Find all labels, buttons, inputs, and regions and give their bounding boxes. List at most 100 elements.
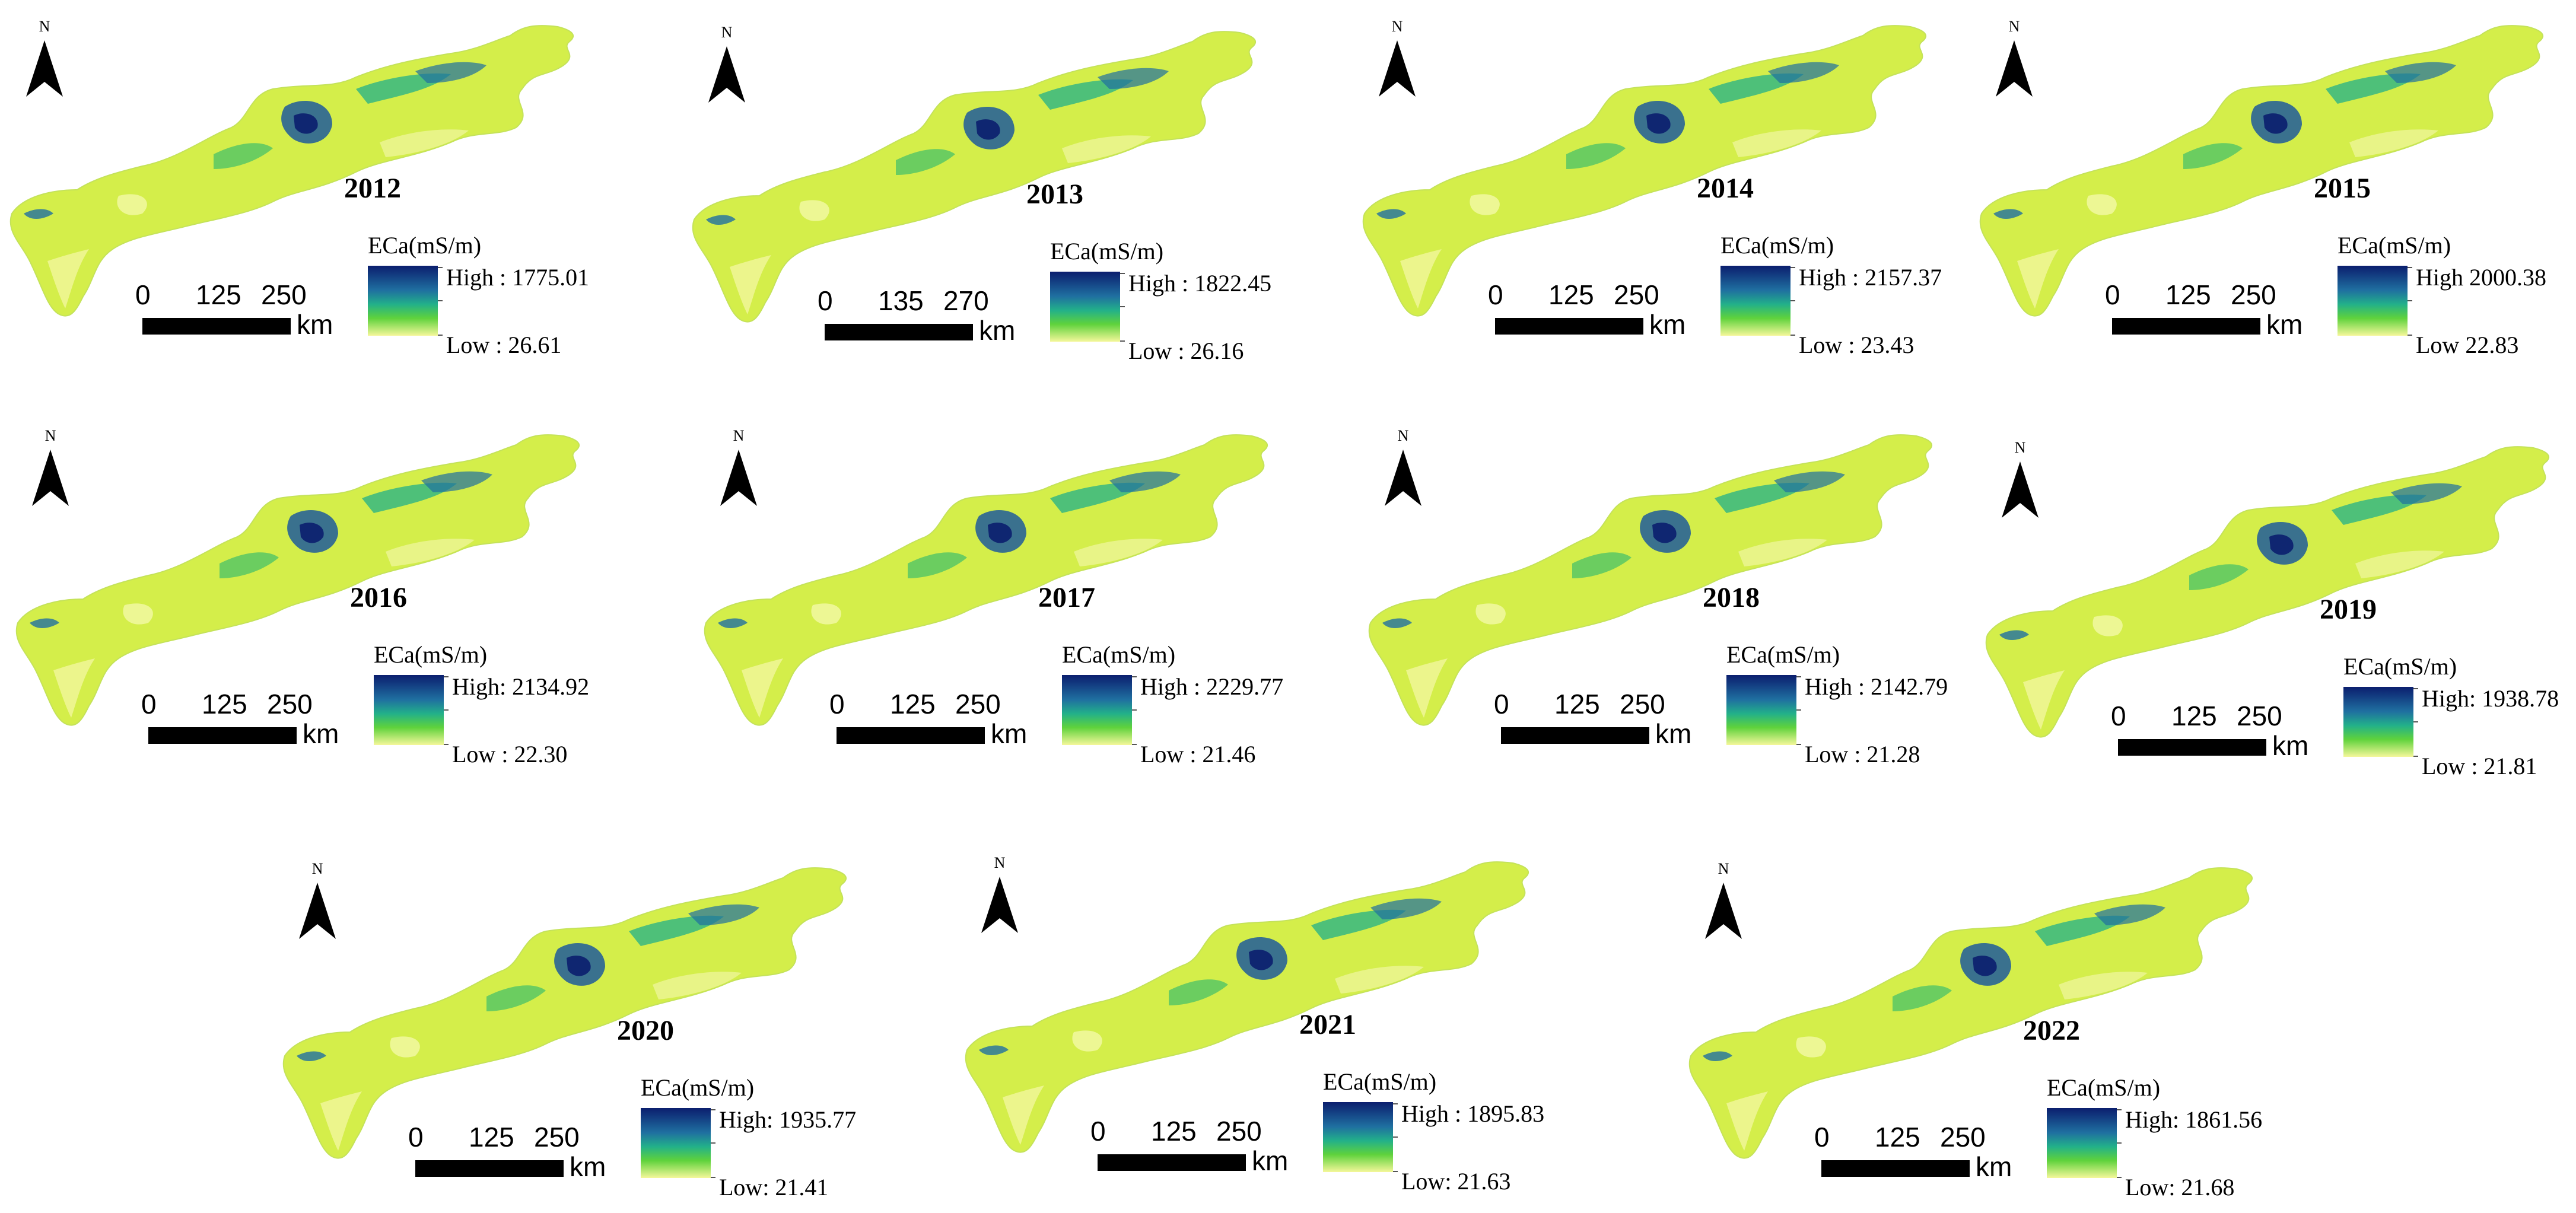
scale-unit: km <box>1252 1145 1289 1176</box>
legend-low-value: Low : 21.46 <box>1140 741 1256 768</box>
ramp-tick-high <box>438 267 443 268</box>
ramp-tick-low <box>1132 744 1137 745</box>
north-arrow: N <box>30 427 71 510</box>
legend-title: ECa(mS/m) <box>1062 641 1176 668</box>
legend-high-value: High : 2157.37 <box>1799 264 1942 291</box>
color-ramp <box>2047 1108 2117 1178</box>
scale-bar-graphic <box>142 318 291 335</box>
scale-tick-0: 0 <box>141 689 157 719</box>
map-panel-2019: N 2019 0 125 250 km ECa(mS/m) <box>1976 421 2576 813</box>
north-label: N <box>994 854 1006 871</box>
scale-tick-mid: 125 <box>1875 1122 1920 1152</box>
ramp-tick-high <box>444 676 449 677</box>
scale-ticks: 0 125 250 <box>1494 688 1715 721</box>
map-panel-2020: N 2020 0 125 250 km ECa(mS/m) <box>273 842 902 1213</box>
eca-legend: ECa(mS/m) High : 1775.01 Low : 26.61 <box>368 231 629 368</box>
year-label: 2014 <box>1697 173 1754 204</box>
north-label: N <box>1397 427 1409 444</box>
ramp-tick-high <box>1393 1103 1398 1104</box>
scale-ticks: 0 125 250 <box>408 1121 629 1154</box>
ramp-tick-high <box>711 1109 715 1110</box>
north-arrow: N <box>1382 427 1424 510</box>
north-label: N <box>1718 860 1729 877</box>
ramp-tick-mid <box>2413 721 2418 722</box>
scale-tick-max: 250 <box>2237 701 2282 731</box>
legend-high-value: High: 1938.78 <box>2422 685 2559 712</box>
color-ramp <box>1323 1102 1393 1172</box>
legend-high-value: High 2000.38 <box>2416 264 2546 291</box>
scale-ticks: 0 125 250 <box>141 688 362 721</box>
legend-high-value: High: 1935.77 <box>719 1106 857 1133</box>
scale-bar-graphic <box>837 727 985 744</box>
ramp-tick-high <box>2408 267 2412 268</box>
north-label: N <box>733 427 745 444</box>
scale-bar: 0 125 250 km <box>1488 279 1709 344</box>
scale-tick-max: 250 <box>1614 279 1659 310</box>
scale-unit: km <box>2266 309 2303 340</box>
ramp-tick-mid <box>1132 709 1137 711</box>
legend-low-value: Low: 21.63 <box>1401 1168 1511 1195</box>
salinity-region-map <box>1362 25 1927 317</box>
north-arrow-icon <box>2002 461 2038 518</box>
ramp-tick-low <box>444 744 449 745</box>
map-panel-2016: N 2016 0 125 250 km ECa(mS/m) <box>6 409 635 801</box>
color-ramp <box>2343 687 2413 757</box>
scale-unit: km <box>297 309 333 340</box>
scale-tick-mid: 125 <box>2171 701 2217 731</box>
ramp-tick-low <box>1393 1171 1398 1172</box>
north-arrow-icon <box>26 40 63 97</box>
ramp-tick-low <box>2408 335 2412 336</box>
scale-unit: km <box>1655 718 1692 749</box>
legend-low-value: Low : 21.28 <box>1805 741 1920 768</box>
eca-legend: ECa(mS/m) High: 2134.92 Low : 22.30 <box>374 641 635 777</box>
ramp-tick-low <box>2117 1177 2122 1178</box>
scale-ticks: 0 125 250 <box>135 279 356 312</box>
scale-tick-mid: 135 <box>878 285 924 316</box>
ramp-tick-high <box>2413 688 2418 689</box>
map-panel-2015: N 2015 0 125 250 km ECa(mS/m) <box>1970 0 2576 391</box>
legend-low-value: Low 22.83 <box>2416 332 2519 358</box>
north-label: N <box>1391 18 1403 35</box>
ramp-tick-mid <box>1393 1136 1398 1138</box>
scale-tick-0: 0 <box>2111 701 2126 731</box>
year-label: 2020 <box>617 1015 674 1046</box>
legend-high-value: High : 1775.01 <box>446 264 590 291</box>
legend-high-value: High : 1822.45 <box>1128 270 1272 297</box>
salinity-region-map <box>704 434 1268 726</box>
scale-tick-0: 0 <box>135 279 151 310</box>
ramp-tick-mid <box>438 300 443 301</box>
north-label: N <box>44 427 56 444</box>
scale-bar: 0 125 250 km <box>2111 700 2332 765</box>
scale-tick-0: 0 <box>1488 279 1503 310</box>
scale-tick-mid: 125 <box>890 689 936 719</box>
legend-high-value: High: 1861.56 <box>2125 1106 2263 1133</box>
salinity-region-map <box>965 861 1529 1153</box>
north-arrow-icon <box>32 450 69 506</box>
north-label: N <box>721 24 733 41</box>
north-label: N <box>2014 439 2026 456</box>
scale-tick-mid: 125 <box>196 279 241 310</box>
salinity-region-map <box>9 25 574 317</box>
north-arrow: N <box>1993 18 2035 101</box>
scale-tick-max: 250 <box>2231 279 2276 310</box>
north-label: N <box>2008 18 2020 35</box>
north-arrow: N <box>1376 18 1418 101</box>
ramp-tick-mid <box>1120 306 1125 307</box>
legend-low-value: Low : 21.81 <box>2422 753 2537 779</box>
scale-ticks: 0 125 250 <box>1090 1115 1311 1148</box>
map-panel-2022: N 2022 0 125 250 km ECa(mS/m) <box>1679 842 2308 1213</box>
year-label: 2013 <box>1026 179 1083 210</box>
map-panel-2013: N 2013 0 135 270 km ECa(mS/m) <box>682 6 1311 397</box>
ramp-tick-high <box>1132 676 1137 677</box>
scale-ticks: 0 125 250 <box>1488 279 1709 312</box>
scale-bar-graphic <box>415 1160 564 1177</box>
salinity-region-map <box>15 434 580 726</box>
scale-ticks: 0 135 270 <box>818 285 1038 318</box>
ramp-tick-high <box>1796 676 1801 677</box>
scale-bar-graphic <box>1495 318 1643 335</box>
legend-high-value: High : 1895.83 <box>1401 1100 1545 1127</box>
scale-bar-graphic <box>1098 1154 1246 1171</box>
legend-title: ECa(mS/m) <box>2047 1074 2161 1101</box>
salinity-region-map <box>692 31 1257 323</box>
